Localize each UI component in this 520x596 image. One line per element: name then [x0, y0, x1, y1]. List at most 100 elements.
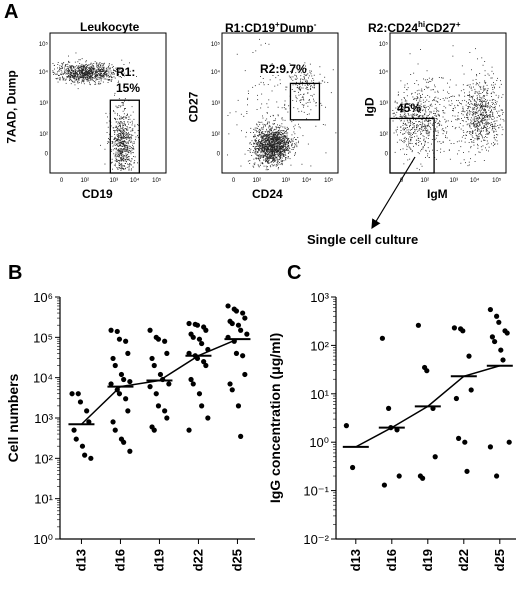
facs-event	[296, 81, 297, 83]
facs-event	[102, 70, 104, 72]
facs-event	[84, 72, 86, 74]
facs-event	[86, 77, 88, 79]
facs-event	[414, 97, 416, 99]
facs-event	[100, 73, 102, 74]
facs-event	[264, 145, 266, 147]
facs-event	[115, 154, 117, 155]
facs-event	[98, 63, 100, 65]
facs-event	[256, 155, 258, 156]
facs-event	[247, 90, 249, 92]
facs-event	[65, 82, 67, 84]
facs-event	[267, 148, 269, 150]
facs-event	[284, 145, 285, 147]
facs-event	[82, 74, 84, 76]
facs-event	[415, 113, 417, 115]
facs-event	[411, 115, 413, 117]
facs-event	[115, 118, 116, 120]
facs-event	[256, 145, 258, 147]
facs-event	[271, 144, 273, 146]
facs-event	[259, 132, 260, 134]
facs-event	[81, 69, 83, 71]
facs-event	[259, 142, 261, 144]
facs-event	[278, 141, 280, 143]
facs-event	[274, 157, 276, 159]
facs-event	[125, 161, 127, 162]
facs-event	[286, 149, 288, 150]
facs-event	[118, 162, 120, 164]
facs-event	[65, 65, 66, 67]
facs-event	[273, 147, 275, 148]
facs-event	[403, 113, 405, 115]
facs-event	[277, 168, 279, 170]
facs-event	[264, 147, 266, 149]
facs-event	[272, 140, 273, 142]
y-tick-label: 10¹	[34, 492, 53, 507]
facs-event	[257, 135, 258, 136]
facs-event	[265, 139, 267, 141]
facs-event	[269, 154, 271, 156]
facs-event	[127, 137, 129, 139]
facs-event	[116, 159, 117, 160]
facs-event	[276, 147, 278, 148]
facs-event	[127, 159, 128, 161]
facs-event	[119, 167, 121, 169]
facs-event	[285, 154, 287, 156]
facs-event	[411, 151, 413, 153]
facs-event	[132, 144, 133, 146]
facs-event	[258, 83, 260, 85]
facs-event	[418, 112, 420, 113]
facs-x-tick: 10²	[252, 178, 261, 184]
facs-event	[274, 144, 276, 146]
facs-event	[281, 118, 283, 120]
facs-event	[75, 73, 77, 74]
facs-event	[268, 139, 270, 141]
facs-event	[103, 73, 105, 74]
facs-event	[425, 149, 427, 151]
facs-event	[422, 99, 424, 101]
facs-event	[106, 78, 108, 80]
facs-event	[403, 138, 405, 139]
facs-event	[257, 151, 259, 153]
data-point	[496, 319, 502, 325]
facs-event	[277, 155, 279, 157]
facs-event	[301, 104, 303, 106]
facs-event	[271, 141, 273, 142]
facs-event	[271, 155, 273, 157]
facs-event	[83, 70, 85, 72]
facs-event	[121, 151, 123, 153]
facs-event	[117, 130, 118, 132]
facs-event	[120, 152, 122, 154]
facs-event	[103, 74, 105, 76]
facs-event	[71, 79, 72, 81]
facs-event	[121, 121, 122, 123]
facs-event	[263, 144, 265, 146]
facs-event	[282, 126, 284, 128]
facs-event	[276, 146, 278, 148]
facs-event	[77, 71, 78, 73]
facs-event	[103, 62, 105, 64]
facs-event	[125, 137, 127, 139]
facs-event	[253, 163, 255, 165]
facs-event	[279, 83, 281, 85]
facs-event	[308, 113, 310, 115]
facs-event	[271, 127, 273, 129]
facs-event	[121, 138, 123, 140]
facs-event	[445, 120, 447, 122]
facs-event	[78, 78, 79, 79]
facs-event	[115, 145, 117, 146]
facs-event	[266, 159, 268, 161]
facs-event	[287, 150, 289, 152]
facs-event	[68, 60, 69, 62]
facs-event	[253, 166, 255, 168]
facs-event	[113, 138, 115, 140]
facs-event	[300, 94, 302, 95]
facs-event	[266, 140, 267, 142]
facs-event	[307, 84, 309, 86]
facs-event	[83, 83, 85, 85]
facs-event	[254, 152, 256, 154]
facs-event	[85, 75, 86, 77]
facs-event	[107, 141, 109, 142]
facs-event	[284, 141, 286, 143]
facs-event	[433, 110, 435, 112]
